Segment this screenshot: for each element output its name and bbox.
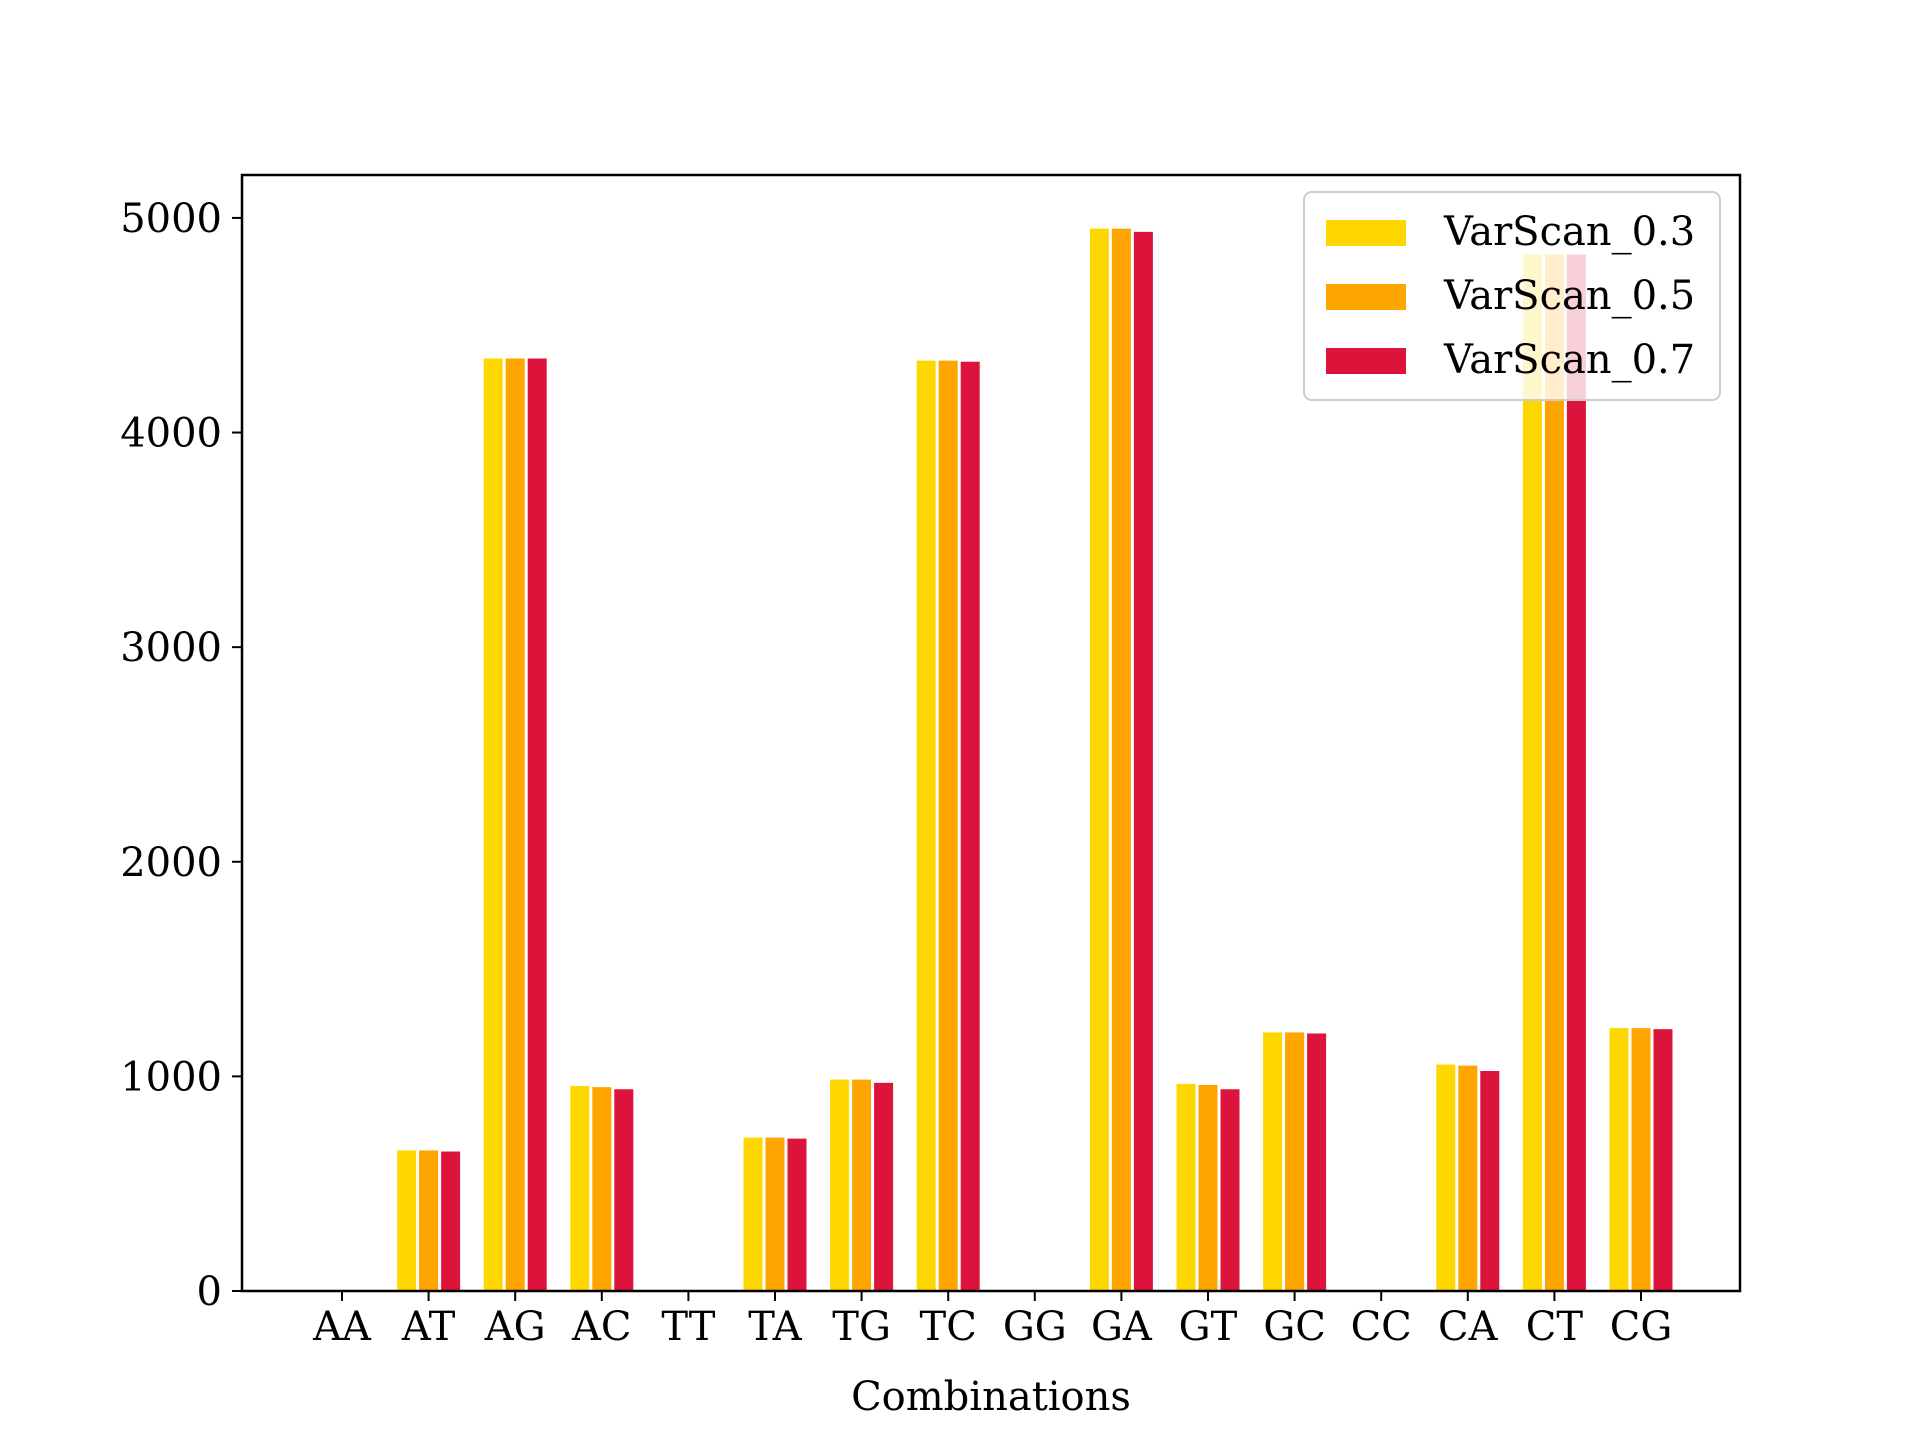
legend-swatch bbox=[1326, 348, 1406, 374]
bar-at-varscan-0-5 bbox=[419, 1150, 439, 1291]
x-tick-label: CT bbox=[1526, 1304, 1584, 1350]
x-tick-label: TT bbox=[661, 1304, 715, 1350]
x-tick-label: CG bbox=[1610, 1304, 1673, 1350]
bar-tg-varscan-0-3 bbox=[830, 1079, 850, 1291]
bar-ag-varscan-0-3 bbox=[483, 358, 503, 1291]
y-tick-label: 0 bbox=[197, 1269, 222, 1315]
bar-at-varscan-0-7 bbox=[441, 1151, 461, 1291]
bar-ca-varscan-0-7 bbox=[1480, 1071, 1500, 1291]
bar-gt-varscan-0-7 bbox=[1220, 1089, 1240, 1291]
bar-ct-varscan-0-3 bbox=[1522, 254, 1542, 1291]
bar-ta-varscan-0-3 bbox=[743, 1137, 763, 1291]
x-tick-label: GC bbox=[1263, 1304, 1326, 1350]
bar-tc-varscan-0-3 bbox=[916, 360, 936, 1291]
bar-tc-varscan-0-5 bbox=[938, 360, 958, 1291]
x-tick-label: AT bbox=[401, 1304, 456, 1350]
bar-ag-varscan-0-7 bbox=[527, 358, 547, 1291]
bar-gt-varscan-0-5 bbox=[1198, 1084, 1218, 1291]
legend-label: VarScan_0.7 bbox=[1443, 337, 1695, 383]
x-tick-label: AA bbox=[312, 1304, 372, 1350]
bar-gc-varscan-0-7 bbox=[1307, 1033, 1327, 1291]
x-tick-label: CA bbox=[1438, 1304, 1499, 1350]
legend-swatch bbox=[1326, 220, 1406, 246]
bar-ac-varscan-0-7 bbox=[614, 1089, 634, 1291]
bar-ct-varscan-0-5 bbox=[1544, 254, 1564, 1291]
bar-at-varscan-0-3 bbox=[397, 1150, 417, 1291]
bar-cg-varscan-0-7 bbox=[1653, 1029, 1673, 1291]
x-tick-label: AC bbox=[571, 1304, 632, 1350]
x-tick-label: GT bbox=[1179, 1304, 1238, 1350]
y-tick-label: 4000 bbox=[120, 411, 222, 457]
bar-gc-varscan-0-3 bbox=[1263, 1032, 1283, 1291]
y-tick-label: 5000 bbox=[120, 196, 222, 242]
x-tick-label: CC bbox=[1351, 1304, 1412, 1350]
legend-label: VarScan_0.3 bbox=[1443, 209, 1695, 255]
legend-swatch bbox=[1326, 284, 1406, 310]
bar-tg-varscan-0-5 bbox=[852, 1079, 872, 1291]
x-axis-label: Combinations bbox=[851, 1374, 1131, 1420]
legend-label: VarScan_0.5 bbox=[1443, 273, 1695, 319]
bar-cg-varscan-0-5 bbox=[1631, 1028, 1651, 1291]
bar-tc-varscan-0-7 bbox=[960, 361, 980, 1291]
x-axis: AA AT AG AC TT TA TG TC GG GA GT GC CC CA CT CG bbox=[312, 1291, 1672, 1350]
y-axis: 0 1000 2000 3000 4000 5000 bbox=[120, 196, 242, 1315]
bar-gc-varscan-0-5 bbox=[1285, 1032, 1305, 1291]
y-tick-label: 3000 bbox=[120, 625, 222, 671]
bar-ga-varscan-0-7 bbox=[1133, 231, 1153, 1292]
bars-group bbox=[397, 228, 1673, 1292]
x-tick-label: GG bbox=[1003, 1304, 1067, 1350]
y-tick-label: 2000 bbox=[120, 840, 222, 886]
y-tick-label: 1000 bbox=[120, 1054, 222, 1100]
x-tick-label: TC bbox=[920, 1304, 977, 1350]
x-tick-label: TA bbox=[748, 1304, 802, 1350]
bar-ca-varscan-0-5 bbox=[1458, 1065, 1478, 1291]
bar-ga-varscan-0-5 bbox=[1111, 228, 1131, 1292]
bar-cg-varscan-0-3 bbox=[1609, 1028, 1629, 1291]
plot-frame bbox=[240, 173, 1742, 1293]
bar-ag-varscan-0-5 bbox=[505, 358, 525, 1291]
bar-ac-varscan-0-5 bbox=[592, 1087, 612, 1291]
bar-ta-varscan-0-5 bbox=[765, 1137, 785, 1291]
bar-tg-varscan-0-7 bbox=[874, 1082, 894, 1291]
bar-ga-varscan-0-3 bbox=[1089, 228, 1109, 1292]
bar-gt-varscan-0-3 bbox=[1176, 1083, 1196, 1291]
x-tick-label: GA bbox=[1091, 1304, 1153, 1350]
bar-ct-varscan-0-7 bbox=[1566, 254, 1586, 1291]
x-tick-label: AG bbox=[484, 1304, 546, 1350]
bar-ac-varscan-0-3 bbox=[570, 1086, 590, 1291]
legend: VarScan_0.3 VarScan_0.5 VarScan_0.7 bbox=[1303, 191, 1721, 401]
bar-ca-varscan-0-3 bbox=[1436, 1064, 1456, 1291]
bar-ta-varscan-0-7 bbox=[787, 1138, 807, 1291]
legend-box bbox=[1303, 191, 1721, 401]
x-tick-label: TG bbox=[832, 1304, 891, 1350]
